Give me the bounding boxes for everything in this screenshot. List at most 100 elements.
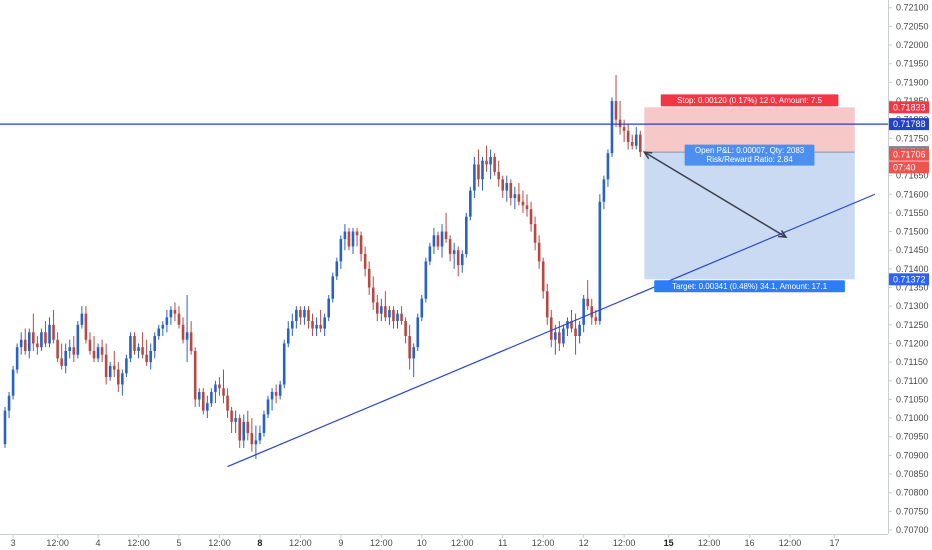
time-axis[interactable]: 3 12:00 4 12:00 5 12:00 8 12:00 9 12:00 10 12:00 11 1… [11, 534, 840, 548]
candle-body [254, 440, 258, 445]
drawings[interactable] [0, 123, 888, 468]
candle [238, 414, 241, 448]
candle [497, 160, 500, 187]
candle-body [363, 253, 367, 269]
candle [323, 313, 326, 337]
time-tick-label: 12:00 [613, 538, 636, 548]
price-tick-label: 0.70900 [896, 450, 929, 460]
candle [36, 336, 39, 355]
axis-price-tag-text: 0.71833 [893, 102, 926, 112]
time-tick-label: 12:00 [451, 538, 474, 548]
candle-body [104, 354, 108, 378]
candle-body [566, 321, 569, 329]
candle-body [177, 313, 181, 325]
candle [185, 294, 189, 363]
time-tick-label: 4 [96, 538, 101, 548]
price-tick-label: 0.71650 [896, 171, 929, 181]
candle-body [452, 250, 456, 254]
candle-body [331, 276, 335, 299]
candle [525, 194, 529, 217]
candle [343, 224, 347, 251]
candle [469, 186, 472, 221]
price-tick-label: 0.71750 [896, 133, 929, 143]
candle [121, 369, 124, 396]
candle-body [586, 298, 589, 307]
candle [282, 339, 286, 389]
price-tick-label: 0.71900 [896, 77, 929, 87]
candle [266, 395, 270, 419]
candle [161, 321, 165, 337]
candle-body [448, 239, 452, 254]
candle [489, 149, 492, 180]
candle-body [485, 160, 488, 165]
candle [173, 302, 177, 322]
candle [481, 156, 484, 191]
candle [416, 313, 420, 351]
candle-body [286, 328, 290, 344]
candle-body [606, 153, 610, 180]
arrow-tail-head [642, 151, 653, 160]
candle [517, 183, 521, 206]
candle [48, 317, 51, 348]
price-tick-label: 0.71300 [896, 301, 929, 311]
axis-price-tag-bg [889, 101, 929, 114]
candle [549, 309, 553, 348]
candle [541, 257, 545, 299]
candle-body [545, 291, 549, 318]
time-tick-label: 10 [417, 538, 427, 548]
candle-body [509, 183, 513, 198]
axis-price-tag-bg [889, 161, 929, 174]
price-tick-label: 0.71000 [896, 413, 929, 423]
candle-body [639, 134, 642, 153]
candle-body [537, 242, 541, 262]
time-tick-label: 17 [830, 538, 840, 548]
candle-body [96, 347, 100, 359]
candle [201, 388, 205, 415]
candle [554, 324, 557, 355]
candle [193, 347, 197, 407]
candle [291, 313, 294, 337]
price-tick-label: 0.72000 [896, 40, 929, 50]
pnl-label-bg [684, 144, 815, 166]
axis-price-tag: 0.71833 [889, 101, 929, 114]
candle [590, 298, 594, 325]
price-tick-label: 0.70850 [896, 469, 929, 479]
candle [270, 388, 274, 411]
candle [347, 227, 351, 251]
candle [3, 406, 7, 448]
candle-body [278, 384, 282, 396]
candle [80, 306, 84, 329]
candle [230, 406, 233, 434]
candle [125, 354, 128, 378]
candle [214, 380, 217, 404]
candle-body [416, 317, 420, 348]
candle [27, 328, 31, 359]
candle [618, 100, 622, 135]
position-zones[interactable] [644, 107, 855, 280]
candle [218, 377, 221, 396]
candle-body [456, 250, 460, 266]
candle-body [343, 231, 347, 240]
candle [250, 418, 254, 452]
candle-body [618, 119, 622, 128]
candle-body [529, 209, 533, 225]
candle [315, 317, 318, 337]
candle-body [173, 309, 177, 314]
axis-price-tag-text: 07:40 [893, 162, 916, 172]
candle-body [424, 261, 428, 299]
candle-body [626, 130, 630, 143]
ascending-trendline[interactable] [227, 193, 876, 468]
candle-body [141, 347, 144, 355]
candle [64, 343, 67, 374]
candle-body [315, 324, 318, 329]
time-tick-label: 12:00 [289, 538, 312, 548]
candle-body [80, 313, 84, 325]
projection-arrow[interactable] [643, 151, 787, 238]
price-tick-label: 0.70800 [896, 488, 929, 498]
candle-body [392, 309, 395, 322]
price-tick-label: 0.71100 [896, 376, 928, 386]
candle [558, 321, 561, 351]
candle-body [594, 317, 598, 322]
candle [307, 306, 310, 329]
